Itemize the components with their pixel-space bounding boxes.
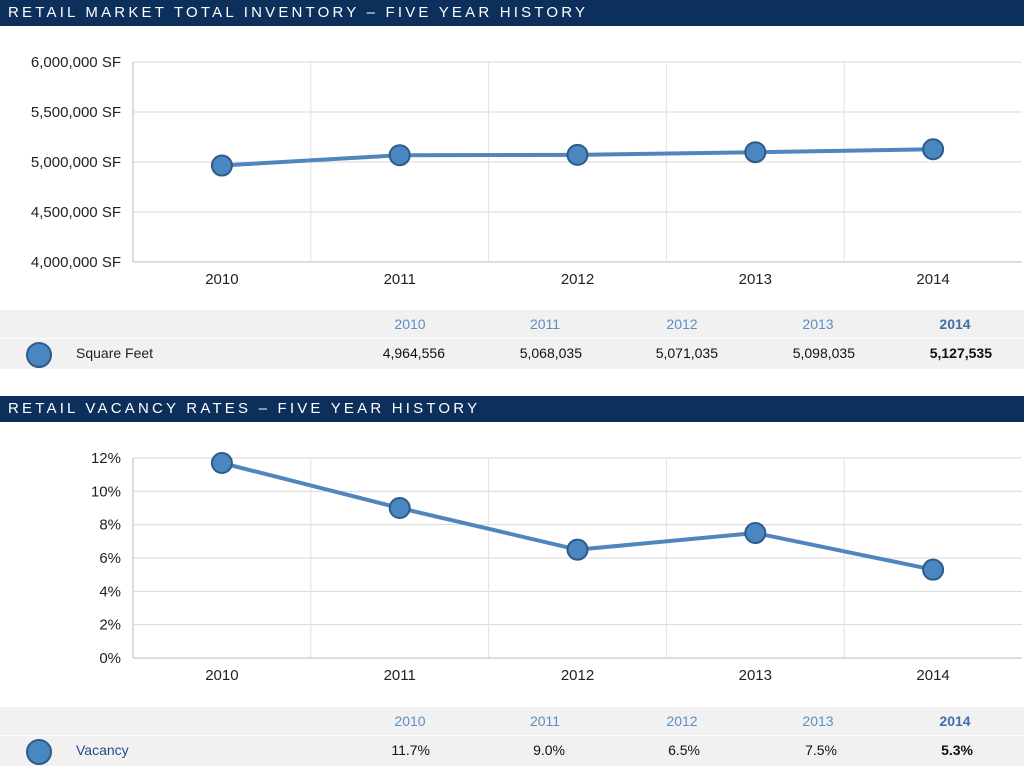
- data-point: [922, 138, 945, 161]
- table-year-2010: 2010: [394, 713, 426, 729]
- vacancy-chart-title-bar: RETAIL VACANCY RATES – FIVE YEAR HISTORY: [0, 396, 1024, 422]
- vacancy-chart-title: RETAIL VACANCY RATES – FIVE YEAR HISTORY: [8, 400, 481, 417]
- data-point: [388, 497, 411, 519]
- y-tick-label: 10%: [91, 483, 121, 500]
- x-tick-label: 2013: [739, 271, 772, 288]
- cell-2011: 9.0%: [533, 742, 565, 758]
- row-label: Vacancy: [76, 742, 129, 758]
- table-year-2013: 2013: [802, 316, 834, 332]
- y-tick-label: 4%: [99, 583, 121, 600]
- table-year-2010: 2010: [394, 316, 426, 332]
- y-tick-label: 6,000,000 SF: [31, 54, 121, 71]
- data-point: [922, 558, 945, 581]
- y-tick-label: 5,500,000 SF: [31, 104, 121, 121]
- table-year-2013: 2013: [802, 713, 834, 729]
- cell-2011: 5,068,035: [519, 345, 582, 361]
- x-tick-label: 2011: [384, 667, 416, 684]
- inventory-chart-title-bar: RETAIL MARKET TOTAL INVENTORY – FIVE YEA…: [0, 0, 1024, 26]
- data-point: [744, 141, 767, 164]
- table-year-2012: 2012: [666, 713, 698, 729]
- cell-2014: 5,127,535: [929, 345, 992, 361]
- row-label: Square Feet: [76, 345, 154, 361]
- table-year-2012: 2012: [666, 316, 698, 332]
- y-tick-label: 0%: [99, 650, 121, 667]
- inventory-data-table: 2010 2011 2012 2013 2014 Square Feet 4,9…: [0, 310, 1024, 369]
- table-header-row: 2010 2011 2012 2013 2014: [0, 707, 1024, 735]
- data-point: [566, 143, 589, 166]
- series-marker-icon: [26, 739, 52, 765]
- data-point: [388, 144, 411, 167]
- table-header-row: 2010 2011 2012 2013 2014: [0, 310, 1024, 338]
- cell-2012: 6.5%: [668, 742, 700, 758]
- table-year-2011: 2011: [529, 316, 561, 332]
- x-tick-label: 2012: [561, 667, 594, 684]
- cell-2013: 7.5%: [805, 742, 837, 758]
- x-tick-label: 2010: [205, 667, 238, 684]
- y-tick-label: 2%: [99, 617, 121, 634]
- cell-2010: 4,964,556: [382, 345, 445, 361]
- table-year-2011: 2011: [529, 713, 561, 729]
- data-point: [566, 538, 589, 561]
- y-tick-label: 4,500,000 SF: [31, 204, 121, 221]
- y-tick-label: 4,000,000 SF: [31, 254, 121, 271]
- cell-2012: 5,071,035: [655, 345, 718, 361]
- inventory-line-chart: 4,000,000 SF 4,500,000 SF 5,000,000 SF 5,50…: [31, 54, 1022, 288]
- vacancy-line-chart: 0% 2% 4% 6% 8% 10% 12% 2010 2011 2012 2013 2014: [91, 450, 1022, 684]
- table-year-2014: 2014: [939, 316, 971, 332]
- cell-2014: 5.3%: [941, 742, 973, 758]
- cell-2013: 5,098,035: [792, 345, 855, 361]
- data-point: [210, 452, 233, 474]
- x-tick-label: 2014: [916, 271, 949, 288]
- y-tick-label: 6%: [99, 550, 121, 567]
- table-row: Square Feet 4,964,556 5,068,035 5,071,03…: [0, 338, 1024, 369]
- x-tick-label: 2011: [384, 271, 416, 288]
- series-marker-icon: [26, 342, 52, 368]
- vacancy-data-table: 2010 2011 2012 2013 2014 Vacancy 11.7% 9…: [0, 707, 1024, 766]
- x-tick-label: 2010: [205, 271, 238, 288]
- x-tick-label: 2012: [561, 271, 594, 288]
- cell-2010: 11.7%: [391, 742, 430, 758]
- x-tick-label: 2013: [739, 667, 772, 684]
- y-tick-label: 8%: [99, 517, 121, 534]
- y-tick-label: 5,000,000 SF: [31, 154, 121, 171]
- inventory-chart-title: RETAIL MARKET TOTAL INVENTORY – FIVE YEA…: [8, 4, 589, 21]
- table-row: Vacancy 11.7% 9.0% 6.5% 7.5% 5.3%: [0, 735, 1024, 766]
- data-point: [210, 154, 233, 177]
- y-tick-label: 12%: [91, 450, 121, 467]
- table-year-2014: 2014: [939, 713, 971, 729]
- data-point: [744, 522, 767, 544]
- x-tick-label: 2014: [916, 667, 949, 684]
